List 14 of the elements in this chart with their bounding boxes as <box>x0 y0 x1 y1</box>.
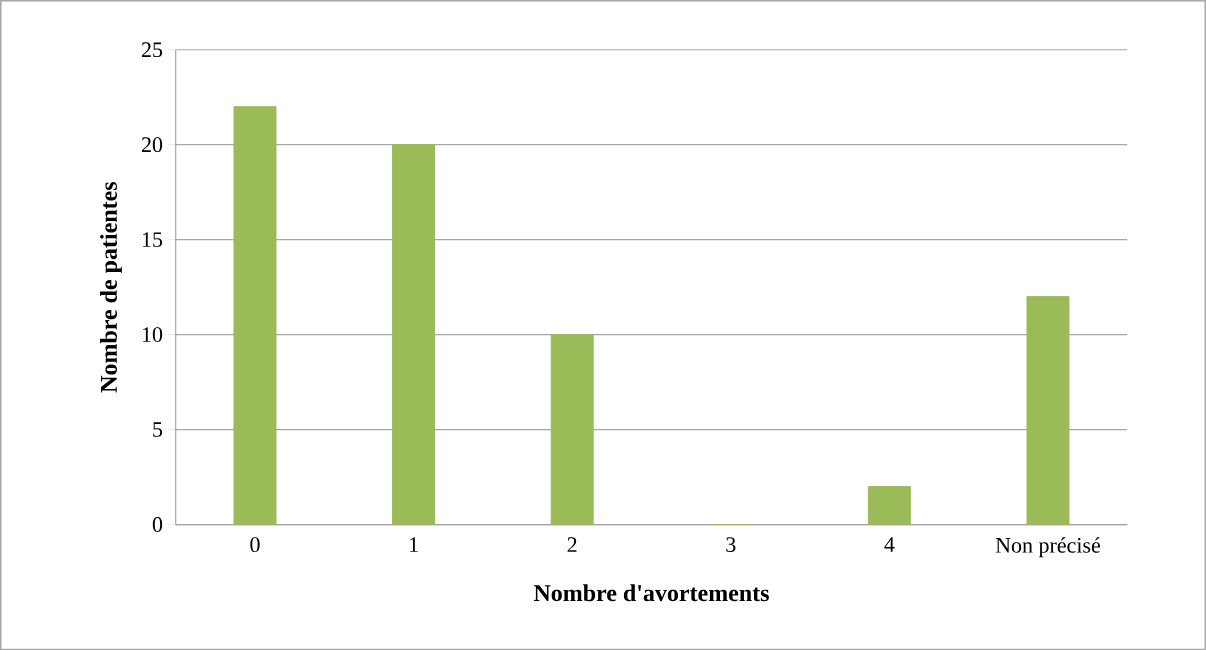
x-tick-label: Non précisé <box>995 537 1101 558</box>
x-tick-label: 0 <box>250 537 260 552</box>
x-axis-title: Nombre d'avortements <box>533 584 769 602</box>
x-tick-label: 4 <box>884 537 895 552</box>
y-tick-label: 15 <box>142 232 163 247</box>
y-axis-title: Nombre de patientes <box>100 181 122 393</box>
y-tick-label: 20 <box>141 137 163 152</box>
x-tick-label: 2 <box>567 537 577 552</box>
y-tick-label: 0 <box>152 516 163 532</box>
y-tick-label: 25 <box>141 42 163 57</box>
y-tick-label: 10 <box>142 327 163 342</box>
y-tick-label: 5 <box>153 422 163 437</box>
x-tick-label: 3 <box>726 537 736 552</box>
x-tick-label: 1 <box>410 537 418 552</box>
